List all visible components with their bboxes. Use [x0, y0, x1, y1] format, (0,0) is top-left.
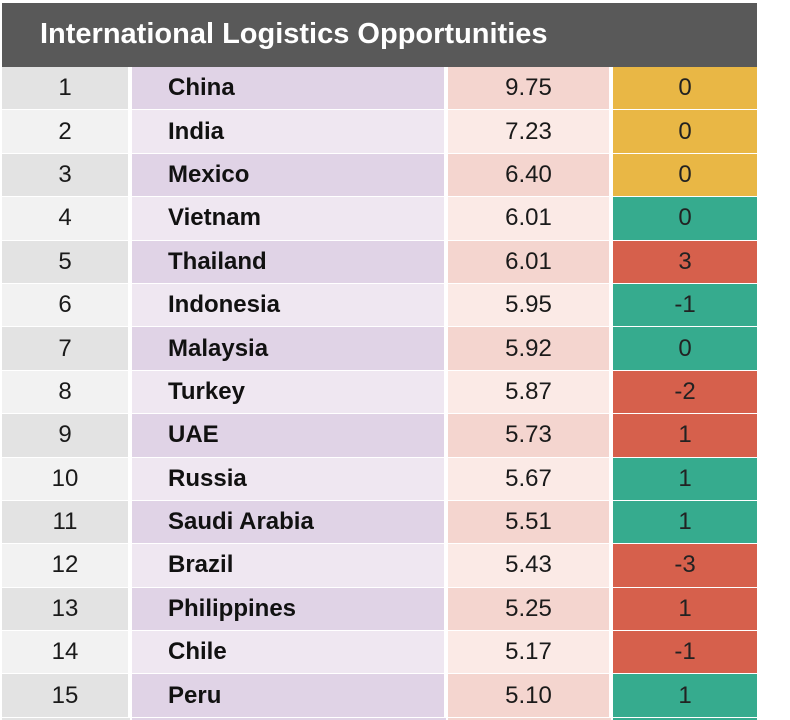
country-cell: Brazil [132, 544, 446, 587]
change-cell: -1 [613, 631, 757, 674]
table-row: 14 Chile 5.17 -1 [2, 631, 757, 675]
table-row: 4 Vietnam 6.01 0 [2, 197, 757, 241]
change-cell: 1 [613, 457, 757, 500]
change-cell: 0 [613, 197, 757, 240]
table-header: International Logistics Opportunities [2, 3, 757, 67]
score-cell: 7.23 [448, 110, 611, 153]
score-cell: 9.75 [448, 67, 611, 110]
page-title: International Logistics Opportunities [40, 18, 548, 50]
rank-cell: 9 [2, 414, 130, 457]
rank-cell: 5 [2, 240, 130, 283]
score-cell: 6.01 [448, 240, 611, 283]
table-row: 6 Indonesia 5.95 -1 [2, 283, 757, 328]
rank-cell: 14 [2, 631, 130, 674]
change-cell: 1 [613, 414, 757, 457]
ranking-table: 1 China 9.75 0 2 India 7.23 0 3 Mexico 6.40 0 4 Vietn… [2, 67, 757, 718]
table-bottom-edge [2, 718, 757, 720]
change-cell: -1 [613, 283, 757, 327]
country-cell: Malaysia [132, 327, 446, 370]
score-column-edge [448, 718, 611, 720]
score-cell: 5.67 [448, 457, 611, 500]
change-cell: -2 [613, 370, 757, 414]
table-row: 11 Saudi Arabia 5.51 1 [2, 500, 757, 545]
table-row: 8 Turkey 5.87 -2 [2, 370, 757, 415]
score-cell: 5.43 [448, 544, 611, 587]
change-cell: 0 [613, 153, 757, 197]
country-cell: Thailand [132, 240, 446, 283]
country-cell: Vietnam [132, 197, 446, 240]
country-cell: Russia [132, 457, 446, 500]
score-cell: 5.73 [448, 414, 611, 457]
rank-cell: 4 [2, 197, 130, 240]
country-cell: Saudi Arabia [132, 500, 446, 544]
rank-cell: 1 [2, 67, 130, 110]
rank-column-edge [2, 718, 130, 720]
score-cell: 5.92 [448, 327, 611, 370]
rank-cell: 12 [2, 544, 130, 587]
country-cell: Philippines [132, 587, 446, 631]
rank-cell: 3 [2, 153, 130, 197]
country-cell: India [132, 110, 446, 153]
rank-cell: 7 [2, 327, 130, 370]
country-cell: China [132, 67, 446, 110]
score-cell: 5.51 [448, 500, 611, 544]
country-cell: Turkey [132, 370, 446, 414]
score-cell: 5.25 [448, 587, 611, 631]
rank-cell: 15 [2, 674, 130, 717]
rank-cell: 6 [2, 283, 130, 327]
table-row: 7 Malaysia 5.92 0 [2, 327, 757, 371]
rank-cell: 8 [2, 370, 130, 414]
table-row: 15 Peru 5.10 1 [2, 674, 757, 718]
change-column-edge [613, 718, 757, 720]
table-row: 1 China 9.75 0 [2, 67, 757, 111]
change-cell: 0 [613, 327, 757, 370]
country-cell: Indonesia [132, 283, 446, 327]
change-cell: 1 [613, 674, 757, 717]
rank-cell: 13 [2, 587, 130, 631]
rank-cell: 11 [2, 500, 130, 544]
change-cell: 3 [613, 240, 757, 283]
table-row: 13 Philippines 5.25 1 [2, 587, 757, 632]
score-cell: 6.40 [448, 153, 611, 197]
table-row: 9 UAE 5.73 1 [2, 414, 757, 458]
score-cell: 5.10 [448, 674, 611, 717]
country-column-edge [132, 718, 446, 720]
change-cell: -3 [613, 544, 757, 587]
country-cell: Peru [132, 674, 446, 717]
change-cell: 1 [613, 500, 757, 544]
change-cell: 0 [613, 110, 757, 153]
country-cell: Mexico [132, 153, 446, 197]
country-cell: UAE [132, 414, 446, 457]
change-cell: 1 [613, 587, 757, 631]
score-cell: 5.17 [448, 631, 611, 674]
table-row: 3 Mexico 6.40 0 [2, 153, 757, 198]
score-cell: 5.95 [448, 283, 611, 327]
table-row: 12 Brazil 5.43 -3 [2, 544, 757, 588]
country-cell: Chile [132, 631, 446, 674]
table-row: 5 Thailand 6.01 3 [2, 240, 757, 284]
table-row: 2 India 7.23 0 [2, 110, 757, 154]
rank-cell: 2 [2, 110, 130, 153]
rank-cell: 10 [2, 457, 130, 500]
change-cell: 0 [613, 67, 757, 110]
score-cell: 5.87 [448, 370, 611, 414]
score-cell: 6.01 [448, 197, 611, 240]
table-row: 10 Russia 5.67 1 [2, 457, 757, 501]
